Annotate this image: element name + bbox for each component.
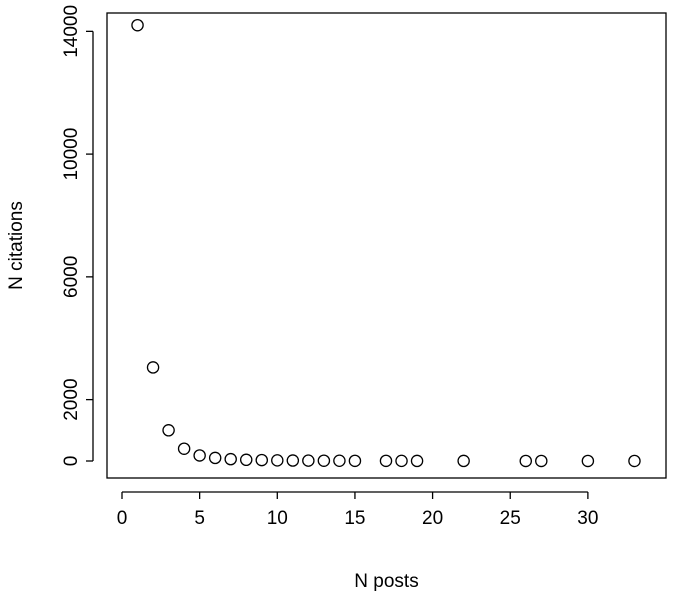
y-tick-label: 14000	[61, 5, 82, 58]
data-point	[208, 451, 222, 465]
x-tick-label: 5	[194, 508, 205, 529]
data-point	[581, 454, 595, 468]
x-axis: 0 5 10 15 20 25 30	[117, 491, 598, 529]
plot-frame	[106, 12, 667, 479]
data-point	[131, 18, 144, 32]
plot-box-layer	[106, 12, 667, 479]
x-tick-label: 20	[422, 508, 443, 529]
data-point	[302, 454, 315, 467]
x-tick-label: 0	[117, 508, 128, 529]
data-point	[193, 449, 206, 462]
data-point	[348, 454, 362, 468]
data-point	[333, 454, 346, 468]
x-tick-label: 10	[267, 508, 288, 529]
x-tick-label: 15	[344, 508, 365, 529]
x-tick-label: 25	[500, 508, 521, 529]
data-points	[131, 18, 641, 468]
data-point	[286, 454, 300, 467]
y-axis-label: N citations	[6, 201, 27, 290]
data-point	[177, 442, 191, 455]
x-axis-label: N posts	[354, 571, 418, 592]
y-tick-label: 0	[61, 456, 82, 467]
data-point	[379, 454, 393, 468]
y-axis: 0 2000 6000 10000 14000	[61, 5, 94, 467]
data-point	[224, 452, 237, 466]
data-point	[519, 454, 533, 468]
y-tick-label: 10000	[61, 128, 82, 181]
data-point	[317, 454, 331, 467]
data-point	[146, 361, 160, 374]
data-point	[628, 454, 641, 468]
data-point	[239, 453, 253, 467]
data-point	[255, 453, 269, 467]
y-tick-label: 2000	[61, 378, 82, 420]
data-point	[395, 454, 408, 468]
x-tick-label: 30	[577, 508, 598, 529]
data-point	[535, 454, 548, 468]
data-point	[410, 454, 424, 468]
data-point	[162, 424, 175, 437]
y-tick-label: 6000	[61, 256, 82, 298]
data-point	[271, 454, 284, 467]
data-point	[457, 454, 470, 468]
